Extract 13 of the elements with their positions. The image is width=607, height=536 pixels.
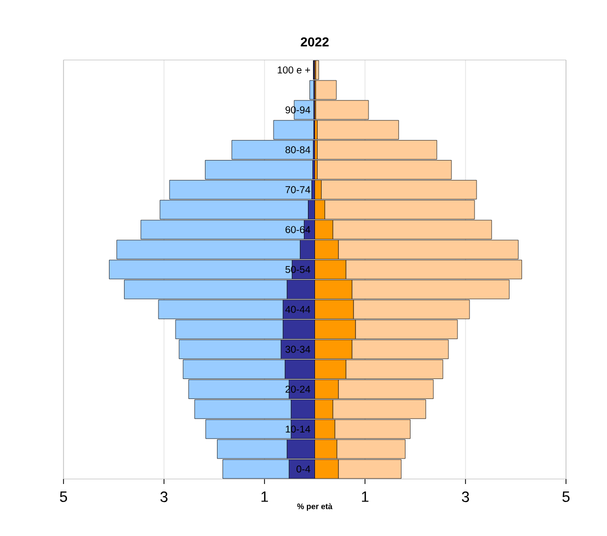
x-tick-label: 5 (562, 492, 570, 502)
y-tick-label: 0-4 (296, 466, 310, 473)
y-tick-label: 100 e + (278, 66, 310, 74)
y-tick-label: 40-44 (285, 306, 310, 313)
y-tick-label: 80-84 (286, 146, 310, 154)
chart-title: 2022 (300, 37, 329, 46)
x-tick-label: 1 (261, 492, 268, 502)
x-tick-label: 1 (362, 492, 368, 502)
x-tick-label: 5 (60, 492, 68, 502)
x-tick-label: 3 (462, 492, 469, 502)
y-tick-label: 70-74 (286, 186, 310, 194)
x-tick-label: 3 (160, 492, 168, 502)
y-tick-label: 30-34 (285, 346, 310, 353)
